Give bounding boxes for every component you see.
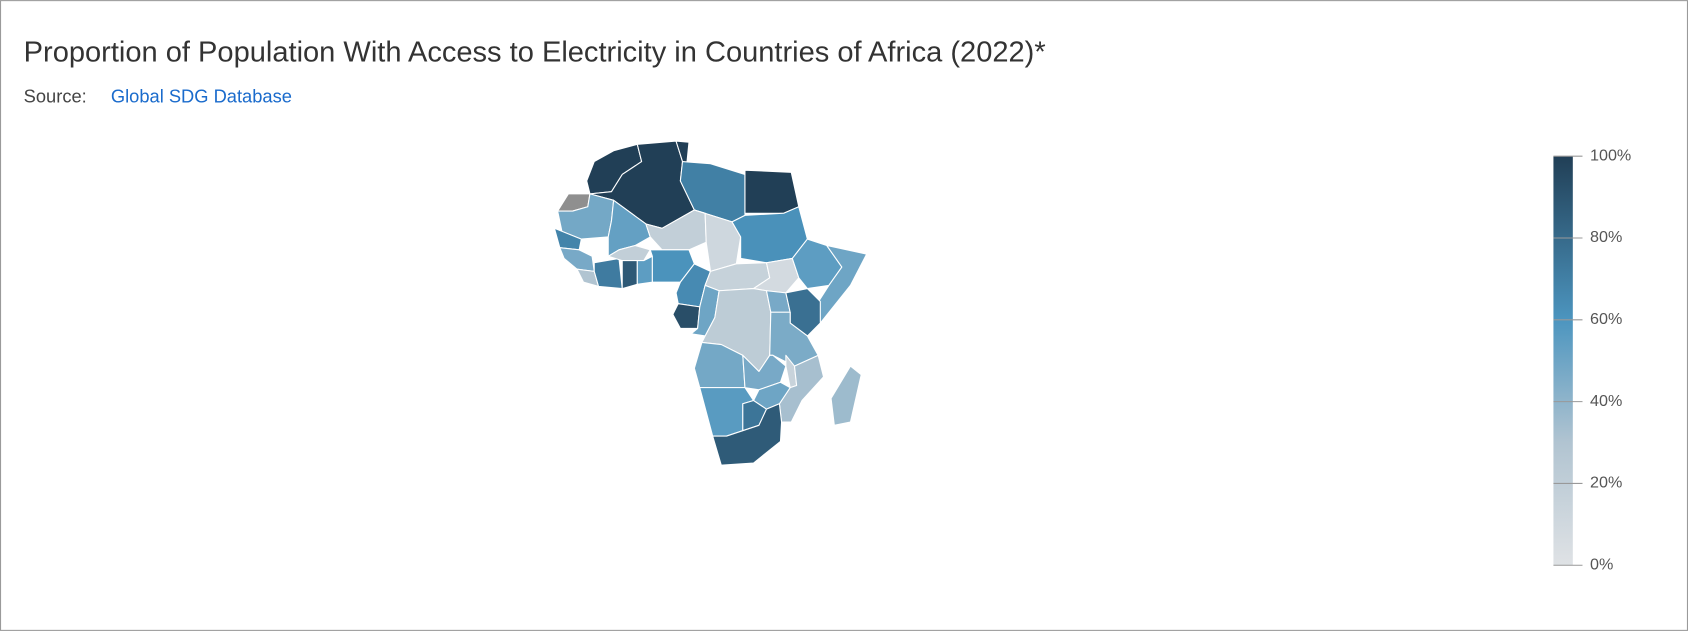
country <box>830 365 862 426</box>
country <box>778 354 825 423</box>
country <box>593 257 623 290</box>
color-legend: 0% 20% 40% 60% 80% 100% <box>1553 146 1631 574</box>
country <box>712 403 783 466</box>
country <box>621 260 638 290</box>
tick-label: 0% <box>1590 556 1613 574</box>
country <box>744 169 800 214</box>
source-link[interactable]: Global SDG Database <box>111 85 292 106</box>
tick-label: 40% <box>1590 392 1622 410</box>
tick-label: 60% <box>1590 310 1622 328</box>
source-label: Source: <box>24 85 87 106</box>
tick-label: 80% <box>1590 228 1622 246</box>
tick-label: 20% <box>1590 474 1622 492</box>
colorbar <box>1553 156 1573 566</box>
country <box>672 303 701 329</box>
tick-label: 100% <box>1590 146 1631 164</box>
map <box>553 140 868 466</box>
chart-title: Proportion of Population With Access to … <box>24 36 1046 68</box>
country <box>636 255 653 285</box>
